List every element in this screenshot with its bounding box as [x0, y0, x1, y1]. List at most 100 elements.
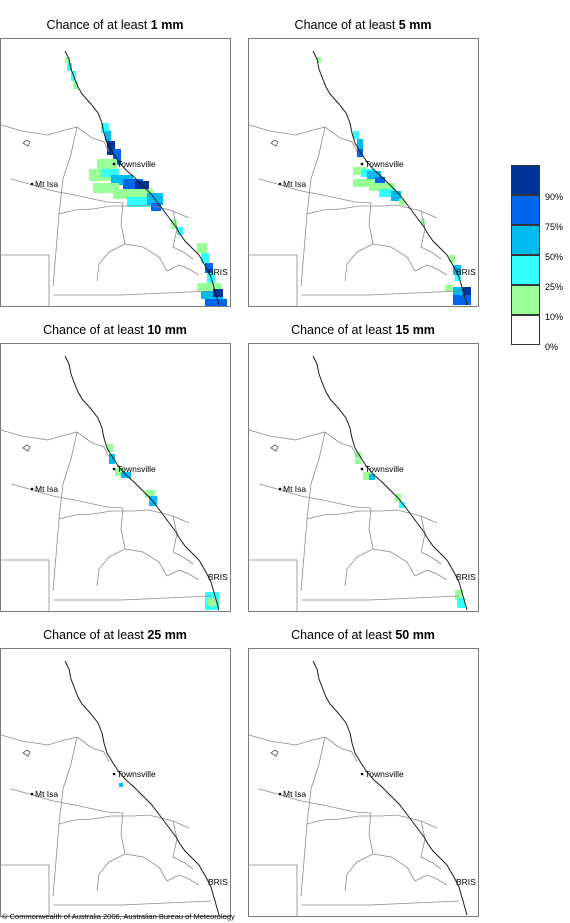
- panel-title-prefix: Chance of at least: [43, 628, 148, 642]
- brisbane-label: BRIS: [208, 572, 228, 582]
- panel-title-threshold: 25 mm: [147, 628, 187, 642]
- map-canvas: Townsville Mt Isa BRIS: [249, 50, 476, 306]
- rain-probability-cell: [105, 131, 111, 141]
- rain-probability-cell: [97, 159, 117, 169]
- district-boundary: [414, 874, 448, 886]
- district-boundary: [1, 124, 78, 136]
- district-boundary: [249, 429, 326, 441]
- district-boundary: [372, 548, 416, 577]
- panel-title-prefix: Chance of at least: [291, 323, 396, 337]
- district-boundary: [300, 736, 326, 897]
- district-boundary: [306, 509, 438, 524]
- district-boundary: [96, 243, 126, 282]
- mt-isa-dot: [278, 487, 282, 491]
- district-boundary: [166, 569, 200, 581]
- rain-probability-cell: [453, 265, 461, 275]
- mt-isa-label: Mt Isa: [283, 484, 306, 494]
- rain-probability-cell: [177, 227, 183, 235]
- panel-title-threshold: 15 mm: [395, 323, 435, 337]
- island-outline: [270, 749, 279, 757]
- district-boundary: [58, 204, 190, 219]
- map-canvas: Townsville Mt Isa BRIS: [249, 355, 476, 611]
- district-boundary: [414, 569, 448, 581]
- island-outline: [270, 139, 279, 147]
- rain-probability-cell: [357, 149, 363, 157]
- panel-title-threshold: 1 mm: [150, 18, 184, 32]
- district-boundary: [324, 736, 358, 763]
- townsville-dot: [360, 162, 364, 166]
- district-boundary: [249, 124, 326, 136]
- district-boundary: [420, 820, 442, 870]
- district-boundary: [124, 853, 168, 882]
- district-boundary: [344, 243, 374, 282]
- coastline: [312, 50, 468, 306]
- district-boundary: [120, 507, 126, 550]
- legend-swatch-0-10: [511, 315, 540, 345]
- district-boundary: [1, 429, 78, 441]
- island-outline: [22, 444, 31, 452]
- legend-swatch-10-25: [511, 285, 540, 315]
- rain-probability-cell: [205, 263, 213, 273]
- district-boundary: [301, 595, 460, 601]
- rain-probability-cell: [369, 183, 395, 191]
- district-boundary: [324, 126, 358, 153]
- rain-probability-cell: [369, 474, 375, 480]
- district-boundary: [172, 820, 194, 870]
- queensland-map: Townsville Mt Isa BRIS: [248, 648, 479, 917]
- rain-probability-cell: [399, 502, 405, 508]
- rain-probability-cell: [107, 141, 115, 155]
- rain-probability-cell: [93, 183, 119, 193]
- mt-isa-label: Mt Isa: [283, 789, 306, 799]
- coastline: [64, 50, 220, 306]
- mt-isa-dot: [278, 792, 282, 796]
- queensland-map: Townsville Mt Isa BRIS: [0, 343, 231, 612]
- district-boundary: [372, 853, 416, 882]
- brisbane-label: BRIS: [456, 877, 476, 887]
- district-boundary: [344, 853, 374, 892]
- brisbane-label: BRIS: [208, 267, 228, 277]
- rain-probability-cell: [463, 287, 471, 295]
- townsville-label: Townsville: [365, 159, 404, 169]
- district-boundary: [368, 202, 374, 245]
- rain-probability-cell: [357, 139, 363, 149]
- townsville-label: Townsville: [117, 769, 156, 779]
- rain-probability-cell: [399, 199, 405, 205]
- map-canvas: Townsville Mt Isa BRIS: [1, 660, 228, 916]
- rain-probability-cell: [457, 598, 465, 608]
- district-boundary: [420, 210, 442, 260]
- district-boundary: [52, 126, 78, 287]
- rain-probability-cell: [113, 189, 153, 199]
- legend-label-50: 50%: [545, 252, 564, 262]
- rain-probability-cell: [135, 181, 149, 191]
- panel-title-prefix: Chance of at least: [43, 323, 148, 337]
- district-boundary: [52, 431, 78, 592]
- panel-title-prefix: Chance of at least: [291, 628, 396, 642]
- legend-swatch-75-90: [511, 195, 540, 225]
- rain-probability-cell: [207, 598, 217, 606]
- townsville-dot: [112, 467, 116, 471]
- state-boundary: [1, 559, 50, 611]
- district-boundary: [120, 812, 126, 855]
- mt-isa-label: Mt Isa: [35, 484, 58, 494]
- district-boundary: [53, 290, 212, 296]
- townsville-dot: [112, 162, 116, 166]
- rain-probability-cell: [201, 291, 223, 299]
- district-boundary: [120, 202, 126, 245]
- district-boundary: [53, 595, 212, 601]
- legend-label-75: 75%: [545, 222, 564, 232]
- townsville-label: Townsville: [365, 769, 404, 779]
- district-boundary: [306, 204, 438, 219]
- island-outline: [22, 749, 31, 757]
- district-boundary: [372, 243, 416, 272]
- rain-probability-cell: [391, 191, 401, 201]
- rain-probability-cell: [205, 299, 227, 306]
- rain-probability-cell: [353, 179, 375, 187]
- townsville-dot: [360, 467, 364, 471]
- queensland-map: Townsville Mt Isa BRIS: [248, 343, 479, 612]
- queensland-map: Townsville Mt Isa BRIS: [0, 38, 231, 307]
- rain-probability-cell: [127, 197, 157, 207]
- rain-probability-cell: [353, 167, 367, 175]
- district-boundary: [172, 210, 194, 260]
- brisbane-label: BRIS: [208, 877, 228, 887]
- district-boundary: [324, 431, 358, 458]
